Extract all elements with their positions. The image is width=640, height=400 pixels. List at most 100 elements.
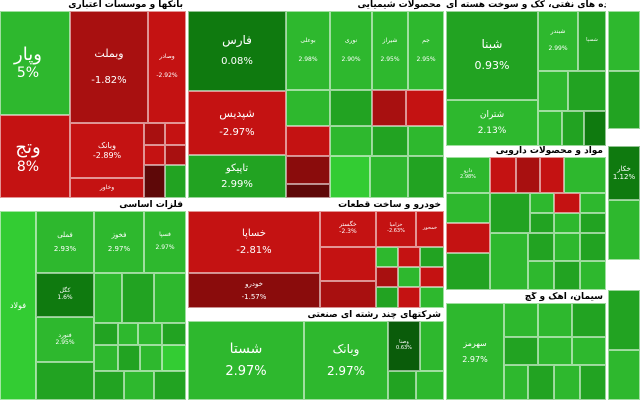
tile-auto-s1[interactable] — [320, 247, 376, 281]
tile-pharma-s1[interactable] — [490, 157, 516, 193]
tile-chem-s4[interactable] — [406, 90, 444, 126]
tile-metal-s7[interactable] — [138, 323, 162, 345]
tile-cement-s6[interactable] — [572, 337, 606, 365]
tile-pharma-s12[interactable] — [530, 213, 554, 233]
tile-pharma-s16[interactable] — [528, 233, 554, 261]
tile-auto-s2[interactable] — [320, 281, 376, 308]
tile-ghazal[interactable]: خکار 1.12% — [608, 146, 640, 200]
tile-pharma-s13[interactable] — [554, 213, 580, 233]
tile-metal-s1[interactable] — [36, 362, 94, 400]
tile-fars[interactable]: فارس 0.08% — [188, 11, 286, 91]
tile-cement-s3[interactable] — [572, 303, 606, 337]
tile-sahrz[interactable]: سهرمز 2.97% — [446, 303, 504, 400]
tile-pharma-s17[interactable] — [554, 233, 580, 261]
tile-right-s3[interactable] — [608, 200, 640, 260]
tile-auto-s7[interactable] — [398, 267, 420, 287]
tile-khmehvar[interactable]: خمحور — [416, 211, 444, 247]
tile-shpadis[interactable]: شپدیس -2.97% — [188, 91, 286, 155]
tile-tapiko[interactable]: تاپیکو 2.99% — [188, 155, 286, 198]
tile-bank-s6[interactable] — [165, 165, 186, 198]
tile-vbank[interactable]: وبانک 2.97% — [304, 321, 388, 400]
tile-cement-s9[interactable] — [554, 365, 580, 400]
tile-chem-s7[interactable] — [372, 126, 408, 156]
tile-chem-s2[interactable] — [330, 90, 372, 126]
tile-vsakht[interactable]: وصنا 0.63% — [388, 321, 420, 371]
tile-bank-s2[interactable] — [165, 123, 186, 145]
tile-metal-s14[interactable] — [124, 371, 154, 400]
tile-cement-s5[interactable] — [538, 337, 572, 365]
tile-auto-s6[interactable] — [376, 267, 398, 287]
tile-chem-s5[interactable] — [286, 126, 330, 156]
tile-multi-s3[interactable] — [416, 371, 444, 400]
tile-chem-s3[interactable] — [372, 90, 406, 126]
tile-right-s4[interactable] — [608, 290, 640, 350]
tile-pharma-s4[interactable] — [564, 157, 606, 193]
tile-cement-s7[interactable] — [504, 365, 528, 400]
tile-metal-s8[interactable] — [162, 323, 186, 345]
tile-chem-s1[interactable] — [286, 90, 330, 126]
tile-metal-s13[interactable] — [94, 371, 124, 400]
tile-metal-s10[interactable] — [118, 345, 140, 371]
tile-metal-s5[interactable] — [94, 323, 118, 345]
tile-cement-s4[interactable] — [504, 337, 538, 365]
tile-right-s1[interactable] — [608, 11, 640, 71]
tile-pharma-s7[interactable] — [446, 253, 490, 290]
tile-metal-s6[interactable] — [118, 323, 138, 345]
tile-pharma-s18[interactable] — [580, 233, 606, 261]
tile-bank-s5[interactable] — [144, 165, 165, 198]
tile-fkhouz[interactable]: فخوز 2.97% — [94, 211, 144, 273]
tile-pharma-s3[interactable] — [540, 157, 564, 193]
tile-shtran[interactable]: شتران 2.13% — [446, 100, 538, 146]
tile-metal-s11[interactable] — [140, 345, 162, 371]
tile-nori[interactable]: نوری 2.90% — [330, 11, 372, 90]
tile-bank-s3[interactable] — [144, 145, 165, 165]
tile-oil-s5[interactable] — [584, 111, 606, 146]
tile-shabna[interactable]: شبنا 0.93% — [446, 11, 538, 100]
tile-pharma-s19[interactable] — [528, 261, 554, 290]
tile-fsepahan[interactable]: فسپا 2.97% — [144, 211, 186, 273]
tile-pharma-s10[interactable] — [554, 193, 580, 213]
tile-fnvard[interactable]: فنورد 2.95% — [36, 317, 94, 362]
tile-chem-s10[interactable] — [286, 184, 330, 198]
tile-metal-s4[interactable] — [154, 273, 186, 323]
tile-pharma-s5[interactable] — [446, 193, 490, 223]
tile-khazamia[interactable]: خزامیا -2.63% — [376, 211, 416, 247]
tile-pharma-s21[interactable] — [580, 261, 606, 290]
tile-multi-s2[interactable] — [388, 371, 416, 400]
tile-oil-s2[interactable] — [568, 71, 606, 111]
tile-khgostar[interactable]: خگستر -2.3% — [320, 211, 376, 247]
tile-metal-s2[interactable] — [94, 273, 122, 323]
tile-auto-s11[interactable] — [420, 287, 444, 308]
tile-pharma-s2[interactable] — [516, 157, 540, 193]
tile-metal-s15[interactable] — [154, 371, 186, 400]
tile-auto-s8[interactable] — [420, 267, 444, 287]
tile-chem-s12[interactable] — [370, 156, 408, 198]
tile-oil-s1[interactable] — [538, 71, 568, 111]
tile-auto-s9[interactable] — [376, 287, 398, 308]
tile-oil-s3[interactable] — [538, 111, 562, 146]
tile-pharma-s6[interactable] — [446, 223, 490, 253]
tile-khasapa[interactable]: خساپا -2.81% — [188, 211, 320, 273]
tile-shasta[interactable]: شستا 2.97% — [188, 321, 304, 400]
tile-cement-s10[interactable] — [580, 365, 606, 400]
tile-right-s2[interactable] — [608, 71, 640, 129]
tile-chem-s11[interactable] — [330, 156, 370, 198]
tile-auto-s4[interactable] — [398, 247, 420, 267]
tile-kgol[interactable]: کگل 1.6% — [36, 273, 94, 317]
tile-vsader[interactable]: وصادر -2.92% — [148, 11, 186, 123]
tile-metal-s3[interactable] — [122, 273, 154, 323]
tile-oil-s4[interactable] — [562, 111, 584, 146]
tile-vadarou[interactable]: دارو 2.98% — [446, 157, 490, 193]
tile-pharma-s8[interactable] — [490, 193, 530, 233]
tile-pharma-s15[interactable] — [490, 233, 528, 290]
tile-shbandar[interactable]: شبندر 2.99% — [538, 11, 578, 71]
tile-foolad[interactable]: فولاد — [0, 211, 36, 400]
tile-pharma-s11[interactable] — [580, 193, 606, 213]
tile-pharma-s20[interactable] — [554, 261, 580, 290]
tile-auto-s3[interactable] — [376, 247, 398, 267]
tile-vbank-b1[interactable]: وبانک -2.89% — [70, 123, 144, 178]
tile-khodro[interactable]: خودرو -1.57% — [188, 273, 320, 308]
tile-shiraz[interactable]: شیراز 2.95% — [372, 11, 408, 90]
tile-vtejarat[interactable]: وتج 8% — [0, 115, 70, 198]
tile-fameli[interactable]: فملی 2.93% — [36, 211, 94, 273]
